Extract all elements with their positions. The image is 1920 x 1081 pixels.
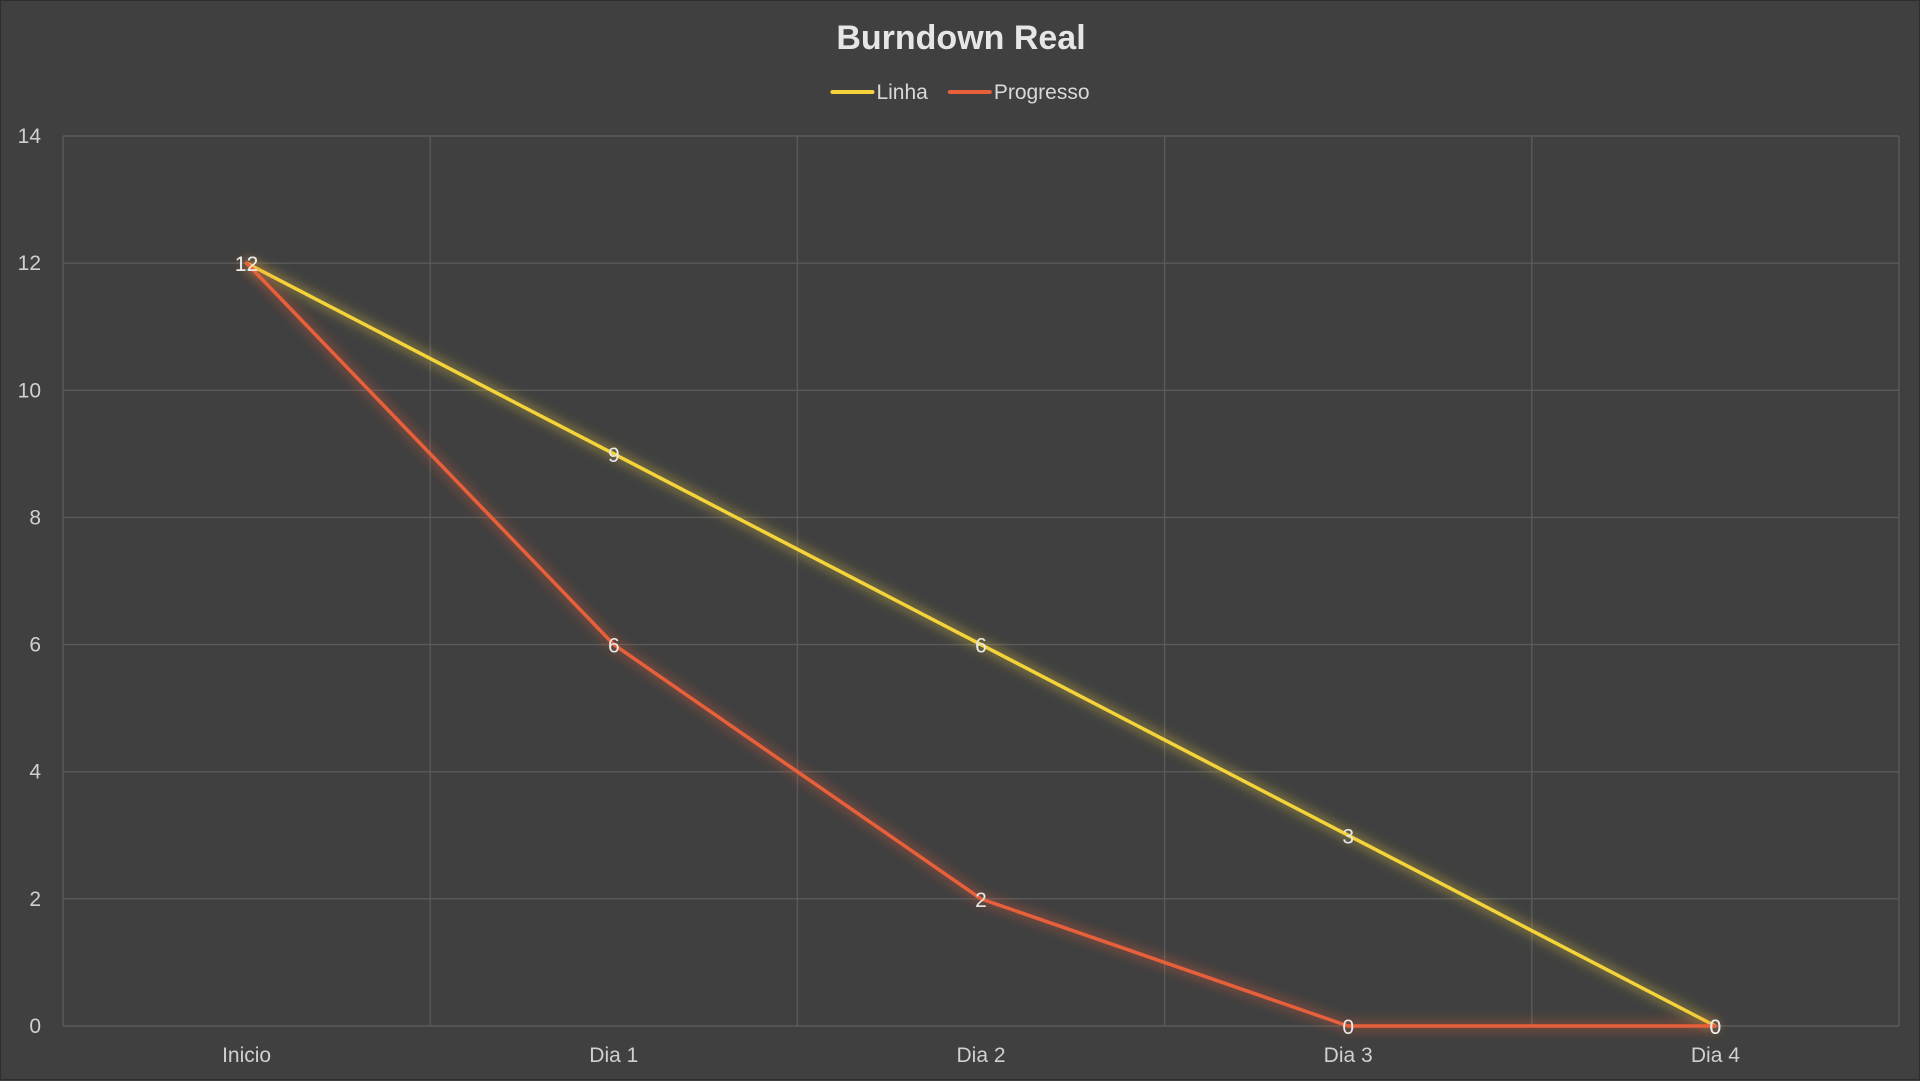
data-label: 0 (1710, 1016, 1722, 1039)
y-tick-label: 4 (29, 761, 41, 784)
x-tick-label: Inicio (222, 1044, 271, 1067)
legend-label: Progresso (994, 81, 1090, 104)
y-tick-label: 10 (18, 379, 41, 402)
y-tick-label: 14 (18, 125, 42, 148)
data-label: 9 (608, 444, 620, 467)
series-line-progresso (244, 261, 1718, 1028)
series-line-linha (244, 261, 1718, 1028)
data-label: 12 (235, 253, 258, 276)
y-tick-label: 6 (29, 634, 41, 657)
data-label: 0 (1710, 1016, 1722, 1039)
data-label: 2 (975, 889, 987, 912)
x-tick-label: Dia 4 (1691, 1044, 1740, 1067)
data-label: 12 (235, 253, 258, 276)
y-axis-ticks: 0 2 4 6 8 10 12 14 (18, 125, 42, 1038)
legend-label: Linha (876, 81, 928, 104)
y-tick-label: 2 (29, 888, 41, 911)
data-label: 6 (608, 635, 620, 658)
x-axis-ticks: Inicio Dia 1 Dia 2 Dia 3 Dia 4 (222, 1044, 1740, 1067)
y-tick-label: 0 (29, 1015, 41, 1038)
chart-title: Burndown Real (836, 19, 1085, 57)
x-tick-label: Dia 2 (956, 1044, 1005, 1067)
legend: Linha Progresso (830, 81, 1090, 104)
data-label: 6 (975, 635, 987, 658)
x-tick-label: Dia 1 (589, 1044, 638, 1067)
x-tick-label: Dia 3 (1324, 1044, 1373, 1067)
series-lines (244, 261, 1718, 1028)
data-label: 0 (1342, 1016, 1354, 1039)
y-tick-label: 8 (29, 506, 41, 529)
data-label: 3 (1342, 825, 1354, 848)
y-tick-label: 12 (18, 252, 41, 275)
